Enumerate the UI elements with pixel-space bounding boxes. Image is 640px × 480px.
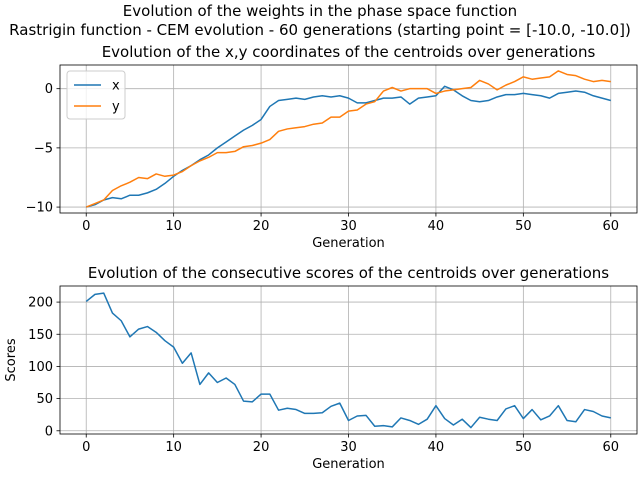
x-tick-label: 0 — [82, 440, 90, 455]
series-line-scores — [85, 292, 611, 429]
y-tick-label: 50 — [36, 392, 53, 407]
x-tick-label: 30 — [340, 440, 357, 455]
y-axis-label: Scores — [4, 338, 19, 381]
chart-title: Evolution of the consecutive scores of t… — [88, 264, 609, 282]
legend-box — [66, 70, 126, 120]
legend-label-y: y — [112, 100, 120, 115]
x-tick-label: 40 — [428, 219, 445, 234]
y-tick-label: −10 — [26, 201, 53, 216]
axes-frame — [59, 285, 638, 435]
suptitle-line-1: Evolution of the weights in the phase sp… — [123, 2, 517, 20]
x-tick-label: 60 — [602, 219, 619, 234]
bottom-chart-panel: Evolution of the consecutive scores of t… — [4, 264, 638, 472]
y-tick-label: 200 — [28, 296, 53, 311]
series-line-x — [86, 85, 611, 208]
axes-frame — [59, 64, 638, 214]
x-tick-label: 20 — [253, 440, 270, 455]
x-tick-label: 0 — [82, 219, 90, 234]
y-tick-label: 150 — [28, 328, 53, 343]
x-tick-label: 20 — [253, 219, 270, 234]
x-tick-label: 10 — [165, 219, 182, 234]
legend: xy — [66, 70, 126, 120]
x-axis-label: Generation — [312, 236, 385, 251]
top-chart-panel: Evolution of the x,y coordinates of the … — [26, 43, 638, 251]
x-tick-label: 60 — [602, 440, 619, 455]
x-tick-label: 50 — [515, 219, 532, 234]
x-axis-label: Generation — [312, 457, 385, 472]
x-tick-label: 50 — [515, 440, 532, 455]
x-tick-label: 30 — [340, 219, 357, 234]
series-line-y — [85, 70, 611, 208]
x-tick-label: 40 — [428, 440, 445, 455]
legend-label-x: x — [112, 79, 120, 94]
y-tick-label: 100 — [28, 360, 53, 375]
suptitle-line-2: Rastrigin function - CEM evolution - 60 … — [9, 21, 631, 39]
y-tick-label: 0 — [45, 424, 53, 439]
x-tick-label: 10 — [165, 440, 182, 455]
y-tick-label: −5 — [34, 141, 53, 156]
chart-title: Evolution of the x,y coordinates of the … — [102, 43, 596, 61]
y-tick-label: 0 — [45, 82, 53, 97]
